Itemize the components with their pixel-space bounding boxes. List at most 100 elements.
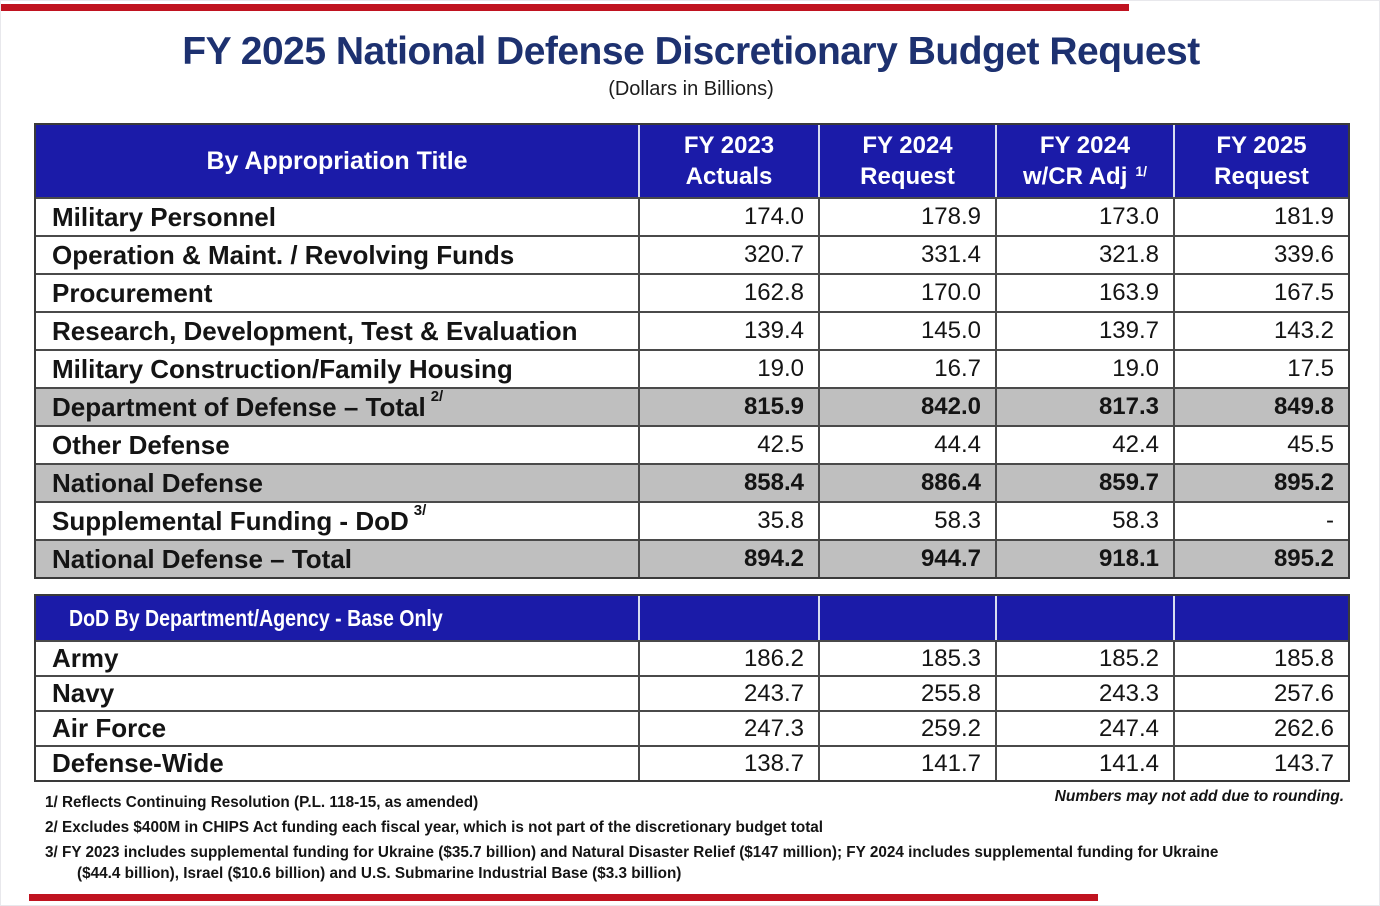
appropriation-row-department-of-defense-total: Department of Defense – Total 2/815.9 842.… (36, 387, 1348, 425)
page-subtitle: (Dollars in Billions) (608, 78, 774, 100)
appropriation-table: By Appropriation Title FY 2023 Actuals FY … (34, 123, 1350, 579)
footnote-3-continued: ($44.4 billion), Israel ($10.6 billion) … (77, 865, 682, 882)
value-cell: 162.8 (638, 275, 818, 311)
value-cell: 181.9 (1173, 199, 1348, 235)
value-cell: 19.0 (995, 351, 1173, 387)
footnote-2: 2/ Excludes $400M in CHIPS Act funding e… (45, 819, 824, 836)
value-cell: 185.2 (995, 642, 1173, 675)
value-cell: 259.2 (818, 712, 995, 745)
value-cell: 19.0 (638, 351, 818, 387)
row-label: Department of Defense – Total 2/ (52, 388, 444, 422)
value-cell: 163.9 (995, 275, 1173, 311)
value-cell: 247.4 (995, 712, 1173, 745)
value-cell: 141.4 (995, 747, 1173, 780)
value-cell: 45.5 (1173, 427, 1348, 463)
value-cell: 842.0 (818, 389, 995, 425)
department-header-empty-3 (995, 596, 1173, 640)
value-cell: 174.0 (638, 199, 818, 235)
value-cell: 143.2 (1173, 313, 1348, 349)
value-cell: 321.8 (995, 237, 1173, 273)
value-cell: 16.7 (818, 351, 995, 387)
column-header-dod-by-department: DoD By Department/Agency - Base Only (69, 604, 443, 631)
row-label: National Defense (52, 467, 263, 498)
value-cell: 42.5 (638, 427, 818, 463)
appropriation-table-header-row: By Appropriation Title FY 2023 Actuals FY … (36, 125, 1348, 197)
value-cell: 255.8 (818, 677, 995, 710)
page-title: FY 2025 National Defense Discretionary B… (182, 30, 1200, 73)
value-cell: 247.3 (638, 712, 818, 745)
department-row-air-force: Air Force 247.3 259.2 247.4 262.6 (36, 710, 1348, 745)
appropriation-row-procurement: Procurement 162.8 170.0 163.9 167.5 (36, 273, 1348, 311)
department-table: DoD By Department/Agency - Base Only Arm… (34, 594, 1350, 782)
bottom-red-accent-bar (29, 894, 1098, 901)
column-header-by-appropriation-title: By Appropriation Title (206, 146, 468, 175)
department-header-empty-1 (638, 596, 818, 640)
column-header-fy-2024-request: FY 2024 Request (818, 125, 995, 197)
value-cell: 320.7 (638, 237, 818, 273)
value-cell: 139.7 (995, 313, 1173, 349)
row-label: Military Personnel (52, 201, 276, 232)
column-header-fy-2024-w-cr-adj: FY 2024 w/CR Adj 1/ (995, 125, 1173, 197)
value-cell: 257.6 (1173, 677, 1348, 710)
row-label: Air Force (52, 713, 167, 743)
value-cell: 143.7 (1173, 747, 1348, 780)
value-cell: 138.7 (638, 747, 818, 780)
value-cell: 186.2 (638, 642, 818, 675)
appropriation-row-national-defense: National Defense 858.4 886.4 859.7 895.2 (36, 463, 1348, 501)
row-label: Navy (52, 678, 115, 708)
value-cell: 339.6 (1173, 237, 1348, 273)
value-cell: 167.5 (1173, 275, 1348, 311)
row-label: National Defense – Total (52, 543, 353, 574)
value-cell: 42.4 (995, 427, 1173, 463)
value-cell: 185.8 (1173, 642, 1348, 675)
appropriation-row-military-personnel: Military Personnel 174.0 178.9 173.0 181.9 (36, 197, 1348, 235)
value-cell: 173.0 (995, 199, 1173, 235)
appropriation-row-research-development-test-evaluation: Research, Development, Test & Evaluation… (36, 311, 1348, 349)
department-row-navy: Navy 243.7 255.8 243.3 257.6 (36, 675, 1348, 710)
value-cell: 178.9 (818, 199, 995, 235)
value-cell: 815.9 (638, 389, 818, 425)
value-cell: 262.6 (1173, 712, 1348, 745)
value-cell: 58.3 (995, 503, 1173, 539)
row-label: Military Construction/Family Housing (52, 353, 513, 384)
value-cell: 139.4 (638, 313, 818, 349)
value-cell: 859.7 (995, 465, 1173, 501)
appropriation-row-supplemental-funding-dod: Supplemental Funding - DoD 3/35.8 58.3 58.3… (36, 501, 1348, 539)
value-cell: 331.4 (818, 237, 995, 273)
department-header-empty-2 (818, 596, 995, 640)
value-cell: 858.4 (638, 465, 818, 501)
value-cell: 185.3 (818, 642, 995, 675)
column-header-fy-2023-actuals: FY 2023 Actuals (638, 125, 818, 197)
value-cell: 243.7 (638, 677, 818, 710)
appropriation-row-operation-maint-revolving-funds: Operation & Maint. / Revolving Funds 320.… (36, 235, 1348, 273)
row-label: Other Defense (52, 429, 230, 460)
value-cell: 141.7 (818, 747, 995, 780)
value-cell: 35.8 (638, 503, 818, 539)
value-cell: 17.5 (1173, 351, 1348, 387)
row-label: Defense-Wide (52, 748, 224, 778)
department-table-header-row: DoD By Department/Agency - Base Only (36, 596, 1348, 640)
value-cell: 145.0 (818, 313, 995, 349)
department-header-empty-4 (1173, 596, 1348, 640)
footnote-3: 3/ FY 2023 includes supplemental funding… (45, 844, 1219, 861)
appropriation-row-military-construction-family-housing: Military Construction/Family Housing 19.0… (36, 349, 1348, 387)
value-cell: 170.0 (818, 275, 995, 311)
department-row-defense-wide: Defense-Wide 138.7 141.7 141.4 143.7 (36, 745, 1348, 780)
value-cell: 944.7 (818, 541, 995, 577)
row-label: Procurement (52, 277, 213, 308)
top-red-accent-bar (1, 4, 1129, 11)
value-cell: 849.8 (1173, 389, 1348, 425)
row-label: Operation & Maint. / Revolving Funds (52, 239, 515, 270)
column-header-fy-2025-request: FY 2025 Request (1173, 125, 1348, 197)
value-cell: 44.4 (818, 427, 995, 463)
row-label: Research, Development, Test & Evaluation (52, 315, 578, 346)
row-label: Supplemental Funding - DoD 3/ (52, 502, 427, 536)
value-cell: 895.2 (1173, 465, 1348, 501)
value-cell: 817.3 (995, 389, 1173, 425)
value-cell: 895.2 (1173, 541, 1348, 577)
value-cell: 918.1 (995, 541, 1173, 577)
value-cell: 58.3 (818, 503, 995, 539)
value-cell: 886.4 (818, 465, 995, 501)
rounding-note: Numbers may not add due to rounding. (1054, 788, 1344, 805)
appropriation-row-national-defense-total: National Defense – Total 894.2 944.7 918.1 8… (36, 539, 1348, 577)
